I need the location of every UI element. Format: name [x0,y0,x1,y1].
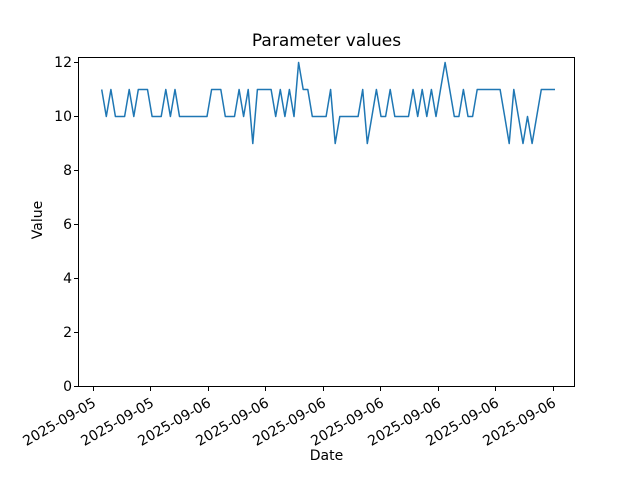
plot-area [78,57,575,387]
y-tick-label: 10 [54,108,72,125]
x-tick-mark [92,387,94,391]
chart-title: Parameter values [251,31,402,51]
y-tick-mark [74,116,78,117]
x-axis-label: Date [309,448,344,464]
y-tick-mark [74,224,78,225]
x-tick-mark [322,387,324,391]
data-line-series [100,61,555,145]
y-tick-mark [74,170,78,171]
x-tick-mark [150,387,152,391]
x-tick-mark [265,387,267,391]
y-tick-label: 4 [63,270,72,287]
x-tick-mark [552,387,554,391]
x-tick-mark [380,387,382,391]
x-tick-mark [207,387,209,391]
x-tick-mark [495,387,497,391]
x-tick-mark [437,387,439,391]
y-axis-label: Value [30,200,46,240]
y-tick-mark [74,278,78,279]
y-tick-mark [74,62,78,63]
y-tick-label: 2 [63,324,72,341]
y-tick-label: 8 [63,162,72,179]
y-tick-mark [74,386,78,387]
line-chart-canvas [100,61,555,145]
y-tick-label: 0 [63,378,72,395]
y-tick-mark [74,332,78,333]
y-tick-label: 12 [54,54,72,71]
y-tick-label: 6 [63,216,72,233]
